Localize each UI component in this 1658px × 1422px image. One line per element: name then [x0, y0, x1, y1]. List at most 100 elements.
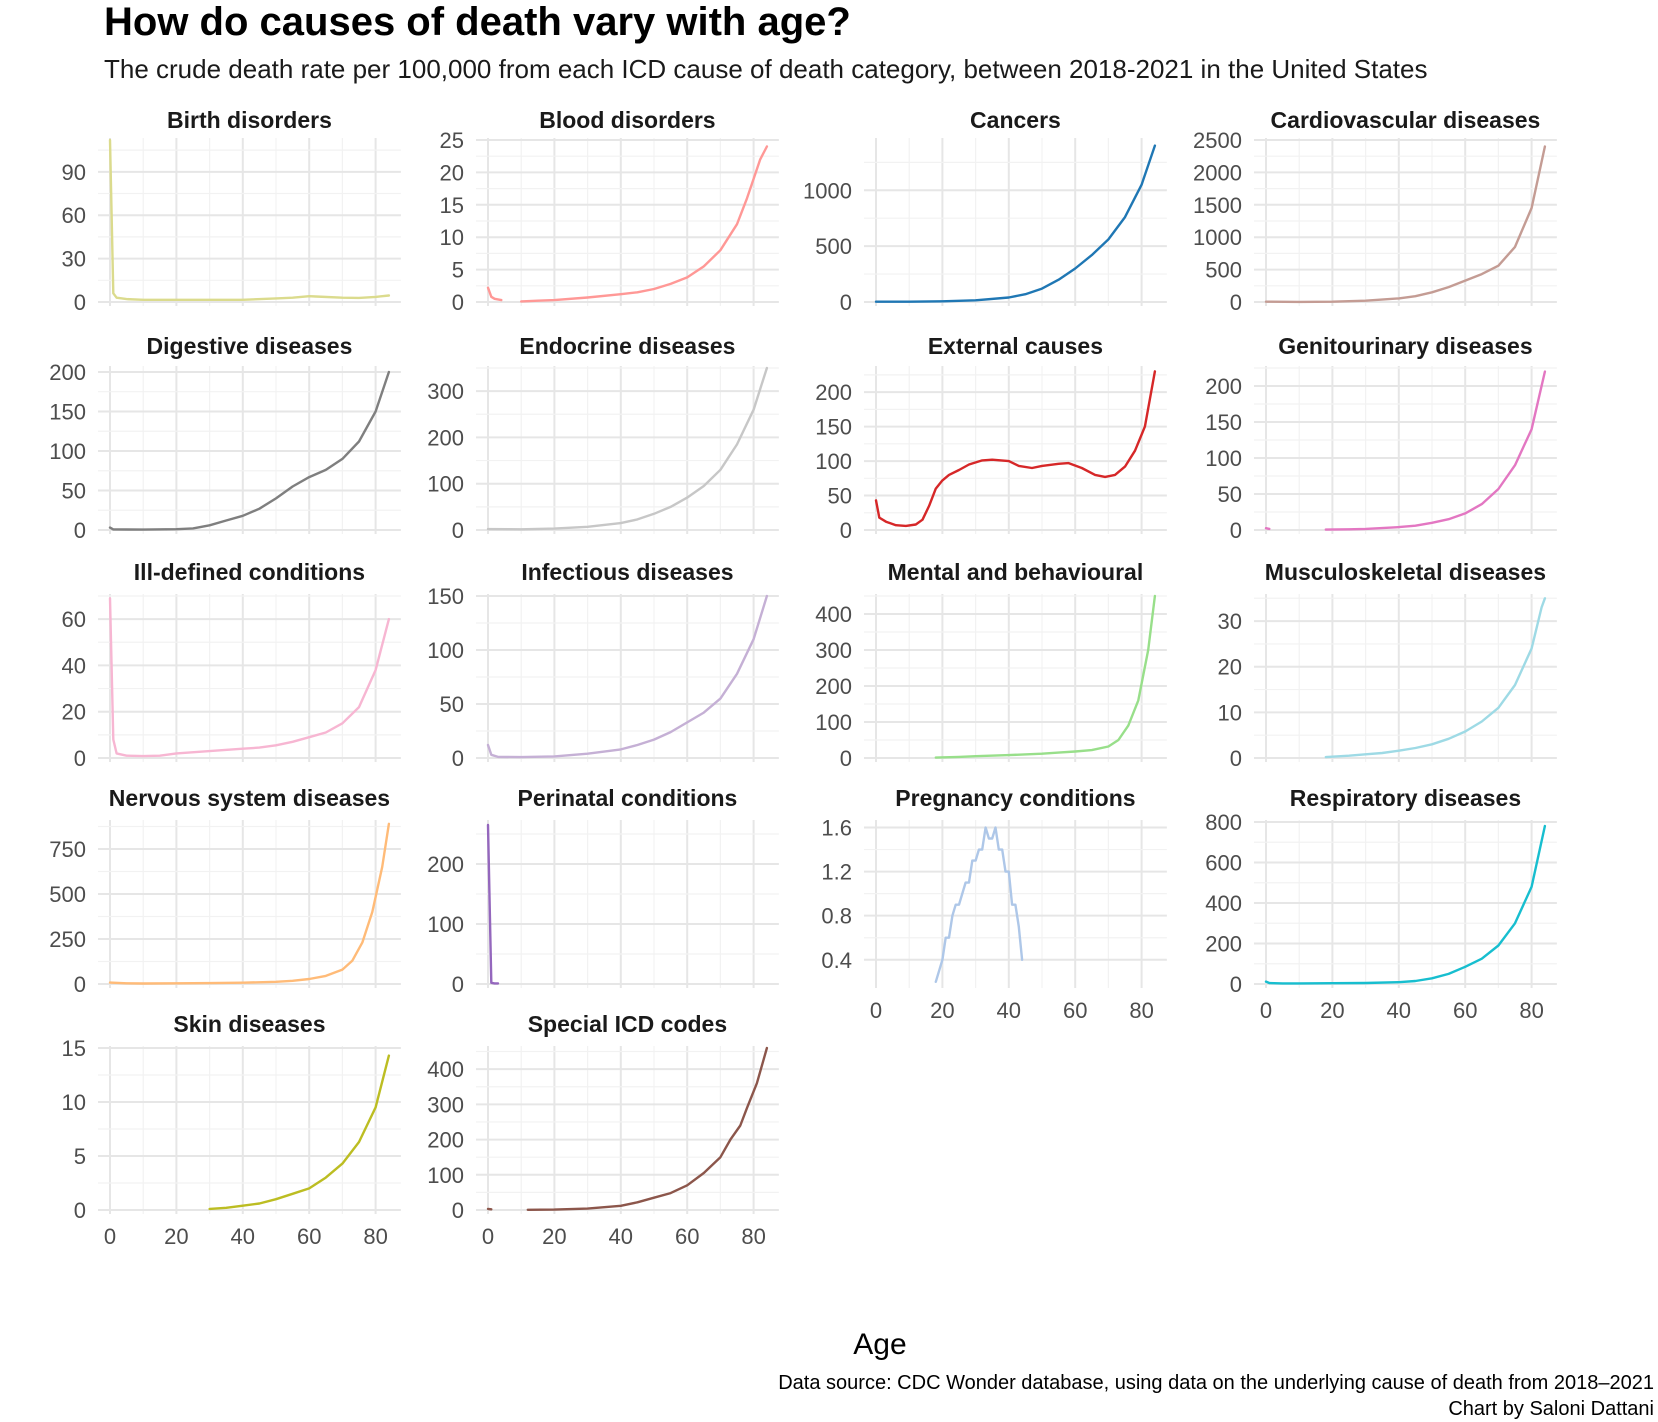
- series-line: [108, 370, 391, 531]
- series-line: [1324, 370, 1547, 531]
- x-tick-label: 40: [997, 998, 1021, 1023]
- y-tick-label: 30: [62, 247, 86, 272]
- y-tick-label: 1000: [803, 178, 852, 203]
- panel-title: Respiratory diseases: [1290, 785, 1521, 811]
- panel-title: Birth disorders: [167, 107, 332, 133]
- x-tick-label: 20: [1320, 998, 1344, 1023]
- panel-title: Mental and behavioural: [888, 559, 1144, 585]
- panel-title: Ill-defined conditions: [134, 559, 365, 585]
- y-tick-label: 150: [49, 399, 86, 424]
- panel-genitourinary-diseases: 0 50 100 150 200 Genitourinary diseases: [1205, 333, 1557, 543]
- series-line: [486, 594, 769, 759]
- x-tick-label: 80: [363, 1224, 387, 1249]
- x-tick-label: 20: [164, 1224, 188, 1249]
- y-tick-label: 15: [440, 193, 464, 218]
- series-line: [108, 597, 391, 758]
- y-tick-label: 1500: [1193, 193, 1242, 218]
- series-line: [1264, 824, 1547, 985]
- panel-title: Musculoskeletal diseases: [1265, 559, 1546, 585]
- y-tick-label: 1.6: [821, 816, 852, 841]
- series-line: [1264, 145, 1547, 304]
- y-tick-label: 200: [427, 852, 464, 877]
- y-tick-label: 0: [452, 1198, 464, 1223]
- panel-mental-and-behavioural: 0 100 200 300 400 Mental and behavioural: [815, 559, 1167, 771]
- y-tick-label: 200: [1205, 374, 1242, 399]
- panel-external-causes: 0 50 100 150 200 External causes: [815, 333, 1167, 543]
- panel-title: Genitourinary diseases: [1278, 333, 1532, 359]
- y-tick-label: 0: [452, 746, 464, 771]
- panel-title: Perinatal conditions: [518, 785, 738, 811]
- y-tick-label: 0: [74, 1198, 86, 1223]
- series-line: [108, 138, 391, 301]
- panel-special-icd-codes: 0 100 200 300 400 Special ICD codes 0 20 40 60 80: [427, 1011, 779, 1249]
- panel-cancers: 0 500 1000 Cancers: [803, 107, 1167, 315]
- y-tick-label: 100: [427, 1163, 464, 1188]
- x-tick-label: 40: [1387, 998, 1411, 1023]
- panel-blood-disorders: 0 5 10 15 20 25 Blood disorders: [440, 107, 779, 315]
- y-tick-label: 500: [815, 234, 852, 259]
- series-line: [874, 144, 1157, 303]
- y-tick-label: 0: [1230, 518, 1242, 543]
- y-tick-label: 250: [49, 927, 86, 952]
- panel-cardiovascular-diseases: 0 500 1000 1500 2000 2500 Cardiovascular disea…: [1193, 107, 1557, 315]
- y-tick-label: 200: [49, 360, 86, 385]
- series-line: [486, 366, 769, 531]
- x-tick-label: 60: [1453, 998, 1477, 1023]
- panel-endocrine-diseases: 0 100 200 300 Endocrine diseases: [427, 333, 779, 543]
- panel-title: Pregnancy conditions: [895, 785, 1135, 811]
- series-line: [934, 826, 1024, 983]
- series-line: [526, 1046, 769, 1211]
- y-tick-label: 50: [1218, 482, 1242, 507]
- x-tick-label: 60: [1063, 998, 1087, 1023]
- panel-title: Cancers: [970, 107, 1061, 133]
- panel-infectious-diseases: 0 50 100 150 Infectious diseases: [427, 559, 779, 771]
- x-tick-label: 80: [1129, 998, 1153, 1023]
- y-tick-label: 30: [1218, 609, 1242, 634]
- panel-perinatal-conditions: 0 100 200 Perinatal conditions: [427, 785, 779, 997]
- x-tick-label: 0: [104, 1224, 116, 1249]
- panel-title: External causes: [928, 333, 1103, 359]
- chart-subtitle: The crude death rate per 100,000 from ea…: [104, 54, 1428, 84]
- series-line: [934, 594, 1157, 759]
- data-source-caption: Data source: CDC Wonder database, using …: [778, 1372, 1654, 1394]
- y-tick-label: 300: [815, 638, 852, 663]
- y-tick-label: 0: [74, 972, 86, 997]
- y-tick-label: 100: [815, 449, 852, 474]
- series-line: [486, 286, 503, 302]
- y-tick-label: 10: [1218, 700, 1242, 725]
- y-tick-label: 200: [815, 674, 852, 699]
- y-tick-label: 100: [49, 439, 86, 464]
- y-tick-label: 400: [1205, 891, 1242, 916]
- y-tick-label: 100: [427, 472, 464, 497]
- x-tick-label: 80: [741, 1224, 765, 1249]
- y-tick-label: 0.8: [821, 904, 852, 929]
- y-tick-label: 0: [74, 746, 86, 771]
- x-axis-label: Age: [853, 1328, 907, 1361]
- panel-title: Endocrine diseases: [519, 333, 735, 359]
- y-tick-label: 500: [1205, 258, 1242, 283]
- panel-musculoskeletal-diseases: 0 10 20 30 Musculoskeletal diseases: [1218, 559, 1557, 771]
- panel-title: Infectious diseases: [521, 559, 733, 585]
- chart-title: How do causes of death vary with age?: [104, 0, 851, 44]
- y-tick-label: 40: [62, 653, 86, 678]
- y-tick-label: 0: [1230, 746, 1242, 771]
- y-tick-label: 0: [1230, 290, 1242, 315]
- y-tick-label: 0.4: [821, 948, 852, 973]
- y-tick-label: 100: [815, 710, 852, 735]
- chart-credit-caption: Chart by Saloni Dattani: [1448, 1398, 1654, 1420]
- panel-title: Special ICD codes: [528, 1011, 727, 1037]
- y-tick-label: 50: [828, 484, 852, 509]
- panel-pregnancy-conditions: 0.4 0.8 1.2 1.6 Pregnancy conditions 0 20 40 60 8…: [821, 785, 1167, 1023]
- x-tick-label: 20: [930, 998, 954, 1023]
- y-tick-label: 0: [840, 290, 852, 315]
- x-tick-label: 0: [870, 998, 882, 1023]
- y-tick-label: 60: [62, 203, 86, 228]
- y-tick-label: 200: [1205, 932, 1242, 957]
- panel-title: Digestive diseases: [147, 333, 353, 359]
- y-tick-label: 750: [49, 837, 86, 862]
- y-tick-label: 60: [62, 607, 86, 632]
- y-tick-label: 50: [62, 478, 86, 503]
- y-tick-label: 0: [74, 518, 86, 543]
- series-line: [108, 822, 391, 985]
